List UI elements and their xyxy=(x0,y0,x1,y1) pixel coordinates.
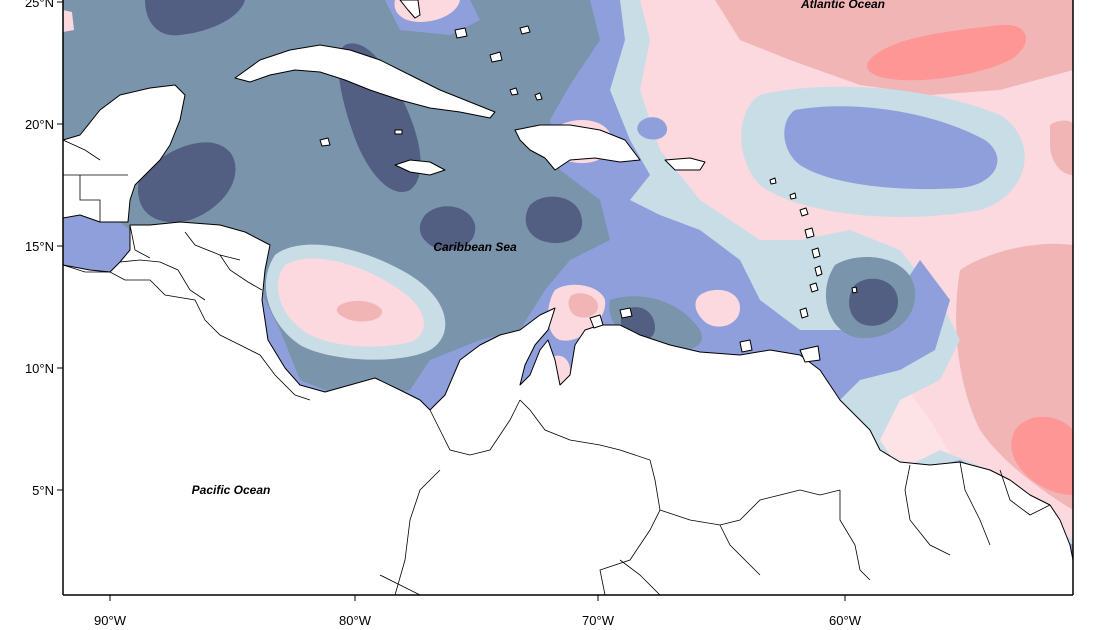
map-area: Atlantic Ocean Caribbean Sea Pacific Oce… xyxy=(63,0,1073,595)
island-aruba xyxy=(589,314,604,329)
country-borders xyxy=(63,139,1051,595)
map-frame xyxy=(62,0,1074,596)
island-hispaniola xyxy=(514,124,641,171)
windward-strong-negative-core xyxy=(849,278,898,326)
lesser-antilles xyxy=(454,25,858,353)
atlantic-negative-patch xyxy=(784,106,998,190)
lat-label-15: 15°N xyxy=(25,239,54,254)
label-pacific-ocean: Pacific Ocean xyxy=(192,483,271,497)
east-positive-edge xyxy=(1050,120,1073,175)
land-central-south-america xyxy=(63,221,1073,595)
central-strong-negative-core xyxy=(419,206,476,251)
small-blue-patch xyxy=(637,117,668,140)
lon-label-80: 80°W xyxy=(339,613,372,628)
label-atlantic-ocean: Atlantic Ocean xyxy=(800,0,885,11)
island-jamaica xyxy=(394,159,446,176)
west-strong-negative-core xyxy=(138,142,236,223)
sw-caribbean-positive-core xyxy=(336,300,383,322)
east-positive-core xyxy=(1011,416,1073,495)
label-caribbean-sea: Caribbean Sea xyxy=(433,240,517,254)
west-edge-pink xyxy=(63,10,74,32)
lat-label-10: 10°N xyxy=(25,361,54,376)
gulf-strong-negative-core xyxy=(145,0,245,36)
land-florida xyxy=(399,0,421,19)
island-cuba xyxy=(234,44,496,119)
land-yucatan xyxy=(63,84,186,223)
lon-label-70: 70°W xyxy=(582,613,615,628)
lat-label-20: 20°N xyxy=(25,117,54,132)
lat-label-5: 5°N xyxy=(32,483,54,498)
island-isle-of-youth xyxy=(319,137,331,147)
lat-label-25: 25°N xyxy=(25,0,54,10)
island-trinidad xyxy=(799,345,821,363)
atlantic-positive-core xyxy=(867,24,1027,81)
caribbean-negative-zone xyxy=(63,0,610,400)
colombia-positive-core xyxy=(568,293,598,318)
lon-label-60: 60°W xyxy=(829,613,862,628)
lon-label-90: 90°W xyxy=(94,613,127,628)
antilles-positive-blob xyxy=(695,289,740,327)
latitude-axis: 25°N 20°N 15°N 10°N 5°N xyxy=(25,0,63,498)
hispaniola-strong-negative-core xyxy=(525,196,583,244)
island-grand-cayman xyxy=(394,129,403,135)
island-puerto-rico xyxy=(664,157,706,171)
longitude-axis: 90°W 80°W 70°W 60°W xyxy=(94,595,862,628)
